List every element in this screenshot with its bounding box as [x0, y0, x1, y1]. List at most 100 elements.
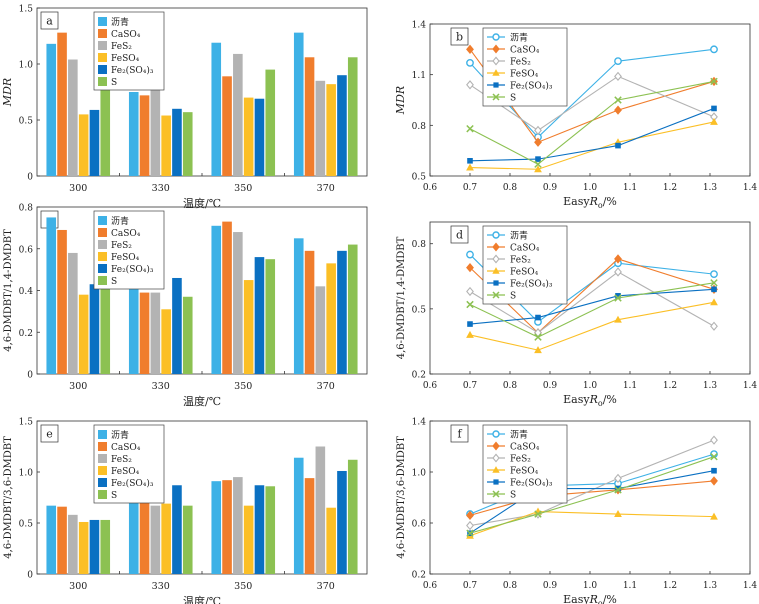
x-tick-label: 1.2 — [663, 183, 677, 193]
legend-label: 沥青 — [510, 230, 528, 242]
data-point — [614, 510, 622, 518]
bar-370-3 — [326, 507, 336, 574]
y-tick-label: 1.1 — [412, 71, 426, 81]
y-tick-label: 0.6 — [19, 245, 34, 255]
legend-label: FeS₂ — [510, 256, 531, 266]
bar-350-4 — [254, 98, 265, 176]
x-tick-label: 1.0 — [583, 381, 598, 391]
x-tick-label: 300 — [69, 183, 87, 194]
bar-300-5 — [100, 89, 111, 176]
panel-letter-box — [450, 424, 469, 443]
legend-label: Fe₂(SO₄)₃ — [510, 279, 553, 290]
panel-letter: b — [456, 31, 463, 44]
y-tick-label: 0.2 — [19, 329, 33, 339]
legend-label: Fe₂(SO₄)₃ — [510, 81, 553, 92]
y-tick-label: 0.8 — [412, 240, 427, 250]
bar-330-2 — [150, 89, 161, 176]
bar-330-4 — [172, 485, 182, 574]
bar-350-5 — [265, 259, 276, 374]
x-axis-label: EasyRo/% — [563, 195, 617, 210]
data-point — [614, 105, 622, 115]
legend-marker — [492, 44, 500, 54]
legend-marker — [492, 453, 500, 463]
bar-300-3 — [78, 294, 89, 374]
x-tick-label: 1.0 — [583, 581, 598, 591]
panel-letter-box — [40, 424, 59, 443]
series-line-5 — [469, 456, 715, 534]
x-tick-label: 1.1 — [623, 381, 637, 391]
bar-370-1 — [304, 478, 315, 574]
bar-300-2 — [68, 59, 78, 176]
series-line-2 — [469, 271, 715, 334]
x-tick-label: 330 — [152, 183, 170, 194]
legend-label: CaSO₄ — [111, 30, 141, 40]
data-point — [614, 315, 622, 323]
data-point — [614, 267, 622, 277]
bar-350-3 — [243, 97, 254, 176]
bar-300-0 — [46, 505, 57, 574]
legend-label: CaSO₄ — [510, 244, 540, 254]
x-tick-label: 370 — [317, 183, 335, 194]
data-point — [710, 77, 718, 86]
data-point — [615, 485, 621, 492]
y-axis-label: 4,6-DMDBT/3,6-DMDBT — [396, 436, 407, 559]
x-axis-label: 温度/℃ — [183, 394, 221, 408]
legend-label: FeSO₄ — [111, 467, 140, 477]
x-tick-label: 1.3 — [703, 183, 718, 193]
legend-label: CaSO₄ — [111, 443, 141, 453]
legend-label: S — [111, 78, 117, 88]
bar-370-1 — [304, 250, 315, 374]
x-tick-label: 0.9 — [543, 381, 558, 391]
legend-marker — [492, 430, 500, 438]
legend-marker — [493, 82, 499, 88]
legend-swatch — [98, 466, 107, 475]
bar-370-1 — [304, 57, 315, 176]
x-axis-label: 温度/℃ — [183, 196, 221, 210]
legend-label: FeS₂ — [510, 58, 531, 68]
legend-marker — [492, 231, 500, 239]
panel-c: 00.20.40.60.84,6-DMDBT/1,4-DMDBTc3003303… — [3, 204, 368, 408]
data-point — [534, 510, 542, 518]
legend-swatch — [98, 17, 107, 26]
x-tick-label: 350 — [234, 183, 252, 194]
bar-370-3 — [326, 84, 336, 176]
bar-350-0 — [211, 225, 222, 374]
data-point — [711, 467, 717, 474]
legend-label: FeS₂ — [111, 241, 132, 251]
legend-marker — [492, 441, 500, 451]
series-line-1 — [469, 480, 715, 516]
legend-label: FeSO₄ — [510, 70, 539, 80]
legend-label: 沥青 — [510, 32, 528, 44]
data-point — [466, 330, 474, 338]
panel-letter-box — [40, 11, 59, 30]
x-tick-label: 0.6 — [423, 183, 438, 193]
data-point — [710, 476, 718, 486]
data-point — [710, 117, 718, 125]
bar-370-5 — [347, 57, 358, 176]
y-tick-label: 0 — [27, 571, 33, 581]
y-tick-label: 0.4 — [19, 287, 34, 297]
legend-marker — [492, 254, 500, 264]
legend-label: S — [111, 491, 117, 501]
x-tick-label: 0.7 — [463, 581, 478, 591]
panel-letter: f — [457, 428, 462, 441]
legend-label: 沥青 — [111, 429, 129, 441]
x-tick-label: 330 — [152, 581, 170, 592]
legend-swatch — [98, 276, 107, 285]
bar-370-2 — [315, 286, 326, 374]
x-tick-label: 0.8 — [503, 183, 518, 193]
plot-frame — [429, 420, 751, 575]
y-axis-label: MDR — [1, 78, 14, 107]
legend-label: Fe₂(SO₄)₃ — [510, 478, 553, 489]
y-tick-label: 0.6 — [412, 520, 427, 530]
data-point — [711, 105, 717, 112]
data-point — [710, 45, 718, 54]
panel-letter: a — [46, 15, 53, 28]
data-point — [710, 270, 718, 279]
x-tick-label: 1.4 — [743, 183, 758, 193]
bar-330-5 — [182, 112, 193, 176]
x-tick-label: 0.7 — [463, 183, 478, 193]
data-point — [615, 293, 621, 299]
